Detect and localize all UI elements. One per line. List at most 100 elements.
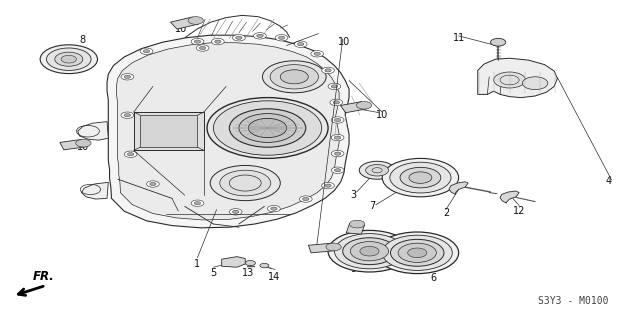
- Circle shape: [143, 50, 150, 53]
- Polygon shape: [340, 102, 367, 113]
- Circle shape: [331, 167, 344, 173]
- Text: 3: 3: [350, 190, 357, 200]
- Circle shape: [334, 234, 404, 269]
- Circle shape: [382, 235, 452, 270]
- Circle shape: [229, 109, 306, 147]
- Circle shape: [376, 232, 459, 274]
- Circle shape: [254, 33, 266, 39]
- Circle shape: [398, 243, 436, 262]
- Circle shape: [328, 83, 341, 90]
- Circle shape: [382, 158, 459, 197]
- Circle shape: [522, 77, 548, 90]
- Circle shape: [268, 205, 280, 212]
- Circle shape: [409, 172, 432, 183]
- Circle shape: [191, 38, 204, 45]
- Circle shape: [299, 196, 312, 202]
- Polygon shape: [134, 112, 204, 150]
- Text: 4: 4: [605, 176, 612, 186]
- Circle shape: [331, 117, 344, 123]
- Circle shape: [334, 169, 341, 172]
- Circle shape: [147, 181, 159, 187]
- Circle shape: [194, 40, 201, 43]
- Circle shape: [360, 246, 379, 256]
- Circle shape: [211, 38, 224, 45]
- Circle shape: [124, 75, 131, 78]
- Text: 11: 11: [452, 33, 465, 44]
- Circle shape: [325, 69, 331, 72]
- Circle shape: [194, 202, 201, 205]
- Circle shape: [239, 114, 296, 142]
- Circle shape: [322, 182, 334, 189]
- Circle shape: [400, 167, 441, 188]
- Circle shape: [248, 118, 287, 138]
- Circle shape: [322, 67, 334, 74]
- Polygon shape: [60, 140, 85, 150]
- Circle shape: [490, 38, 506, 46]
- Circle shape: [334, 152, 341, 155]
- Circle shape: [494, 72, 526, 88]
- Text: 10: 10: [76, 142, 89, 152]
- Polygon shape: [117, 43, 339, 220]
- Circle shape: [331, 85, 338, 88]
- Circle shape: [188, 17, 203, 24]
- Polygon shape: [140, 115, 197, 147]
- Circle shape: [233, 35, 245, 41]
- Circle shape: [334, 118, 341, 122]
- Circle shape: [229, 209, 242, 215]
- Text: 6: 6: [430, 273, 436, 284]
- Circle shape: [331, 150, 344, 157]
- Text: 14: 14: [268, 272, 280, 282]
- Circle shape: [350, 242, 389, 261]
- Circle shape: [359, 161, 395, 179]
- Polygon shape: [78, 122, 108, 140]
- Circle shape: [260, 263, 269, 268]
- Circle shape: [390, 162, 451, 193]
- Circle shape: [257, 34, 263, 37]
- Text: FR.: FR.: [33, 270, 55, 283]
- Circle shape: [326, 243, 341, 251]
- Text: 10: 10: [376, 110, 389, 120]
- Circle shape: [331, 134, 344, 141]
- Circle shape: [127, 153, 134, 156]
- Polygon shape: [347, 223, 364, 234]
- Circle shape: [207, 98, 328, 158]
- Circle shape: [278, 36, 285, 39]
- Circle shape: [311, 51, 324, 57]
- Circle shape: [390, 239, 444, 266]
- Polygon shape: [449, 182, 468, 195]
- Circle shape: [121, 74, 134, 80]
- Polygon shape: [500, 191, 519, 203]
- Circle shape: [294, 41, 307, 47]
- Circle shape: [124, 151, 137, 157]
- Circle shape: [366, 164, 389, 176]
- Circle shape: [408, 248, 427, 258]
- Text: 2: 2: [443, 208, 449, 218]
- Circle shape: [40, 45, 97, 74]
- Circle shape: [210, 165, 280, 201]
- Text: 8: 8: [80, 35, 86, 45]
- Circle shape: [76, 139, 91, 147]
- Circle shape: [275, 35, 288, 41]
- Polygon shape: [222, 257, 245, 267]
- Polygon shape: [171, 17, 199, 29]
- Circle shape: [213, 101, 322, 155]
- Circle shape: [191, 200, 204, 206]
- Circle shape: [325, 184, 331, 187]
- Polygon shape: [107, 35, 349, 228]
- Text: 10: 10: [175, 24, 188, 34]
- Circle shape: [47, 48, 91, 70]
- Polygon shape: [308, 243, 335, 253]
- Circle shape: [270, 65, 318, 89]
- Text: 7: 7: [369, 201, 376, 212]
- Circle shape: [297, 43, 304, 46]
- Text: 9: 9: [350, 264, 357, 274]
- Circle shape: [236, 36, 242, 39]
- Circle shape: [196, 45, 209, 51]
- Text: 12: 12: [513, 206, 526, 216]
- Circle shape: [55, 52, 83, 66]
- Circle shape: [262, 61, 326, 93]
- Circle shape: [140, 48, 153, 54]
- Circle shape: [350, 220, 365, 228]
- Text: 10: 10: [338, 36, 350, 47]
- Polygon shape: [478, 58, 557, 98]
